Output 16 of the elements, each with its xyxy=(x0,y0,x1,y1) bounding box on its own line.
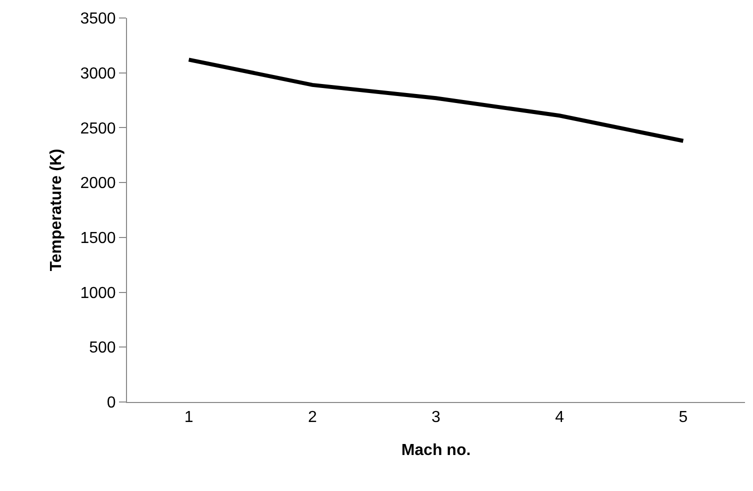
x-tick-label: 1 xyxy=(184,409,194,426)
y-tick-label: 1000 xyxy=(80,284,116,302)
x-axis-title: Mach no. xyxy=(401,442,471,459)
x-tick-label: 5 xyxy=(678,409,688,426)
line-series xyxy=(186,58,686,143)
y-tick-label: 2500 xyxy=(80,120,116,138)
y-axis-title: Temperature (K) xyxy=(48,148,66,272)
x-tick-label: 3 xyxy=(432,409,441,426)
y-tick-label: 1500 xyxy=(80,230,116,248)
x-tick-label: 4 xyxy=(555,409,564,426)
x-tick-label: 2 xyxy=(308,409,317,426)
y-tick-label: 2000 xyxy=(80,175,116,192)
y-tick-label: 500 xyxy=(89,340,116,357)
y-tick-label: 0 xyxy=(106,394,116,412)
y-tick-label: 3000 xyxy=(80,65,116,82)
y-tick-label: 3500 xyxy=(80,10,116,28)
